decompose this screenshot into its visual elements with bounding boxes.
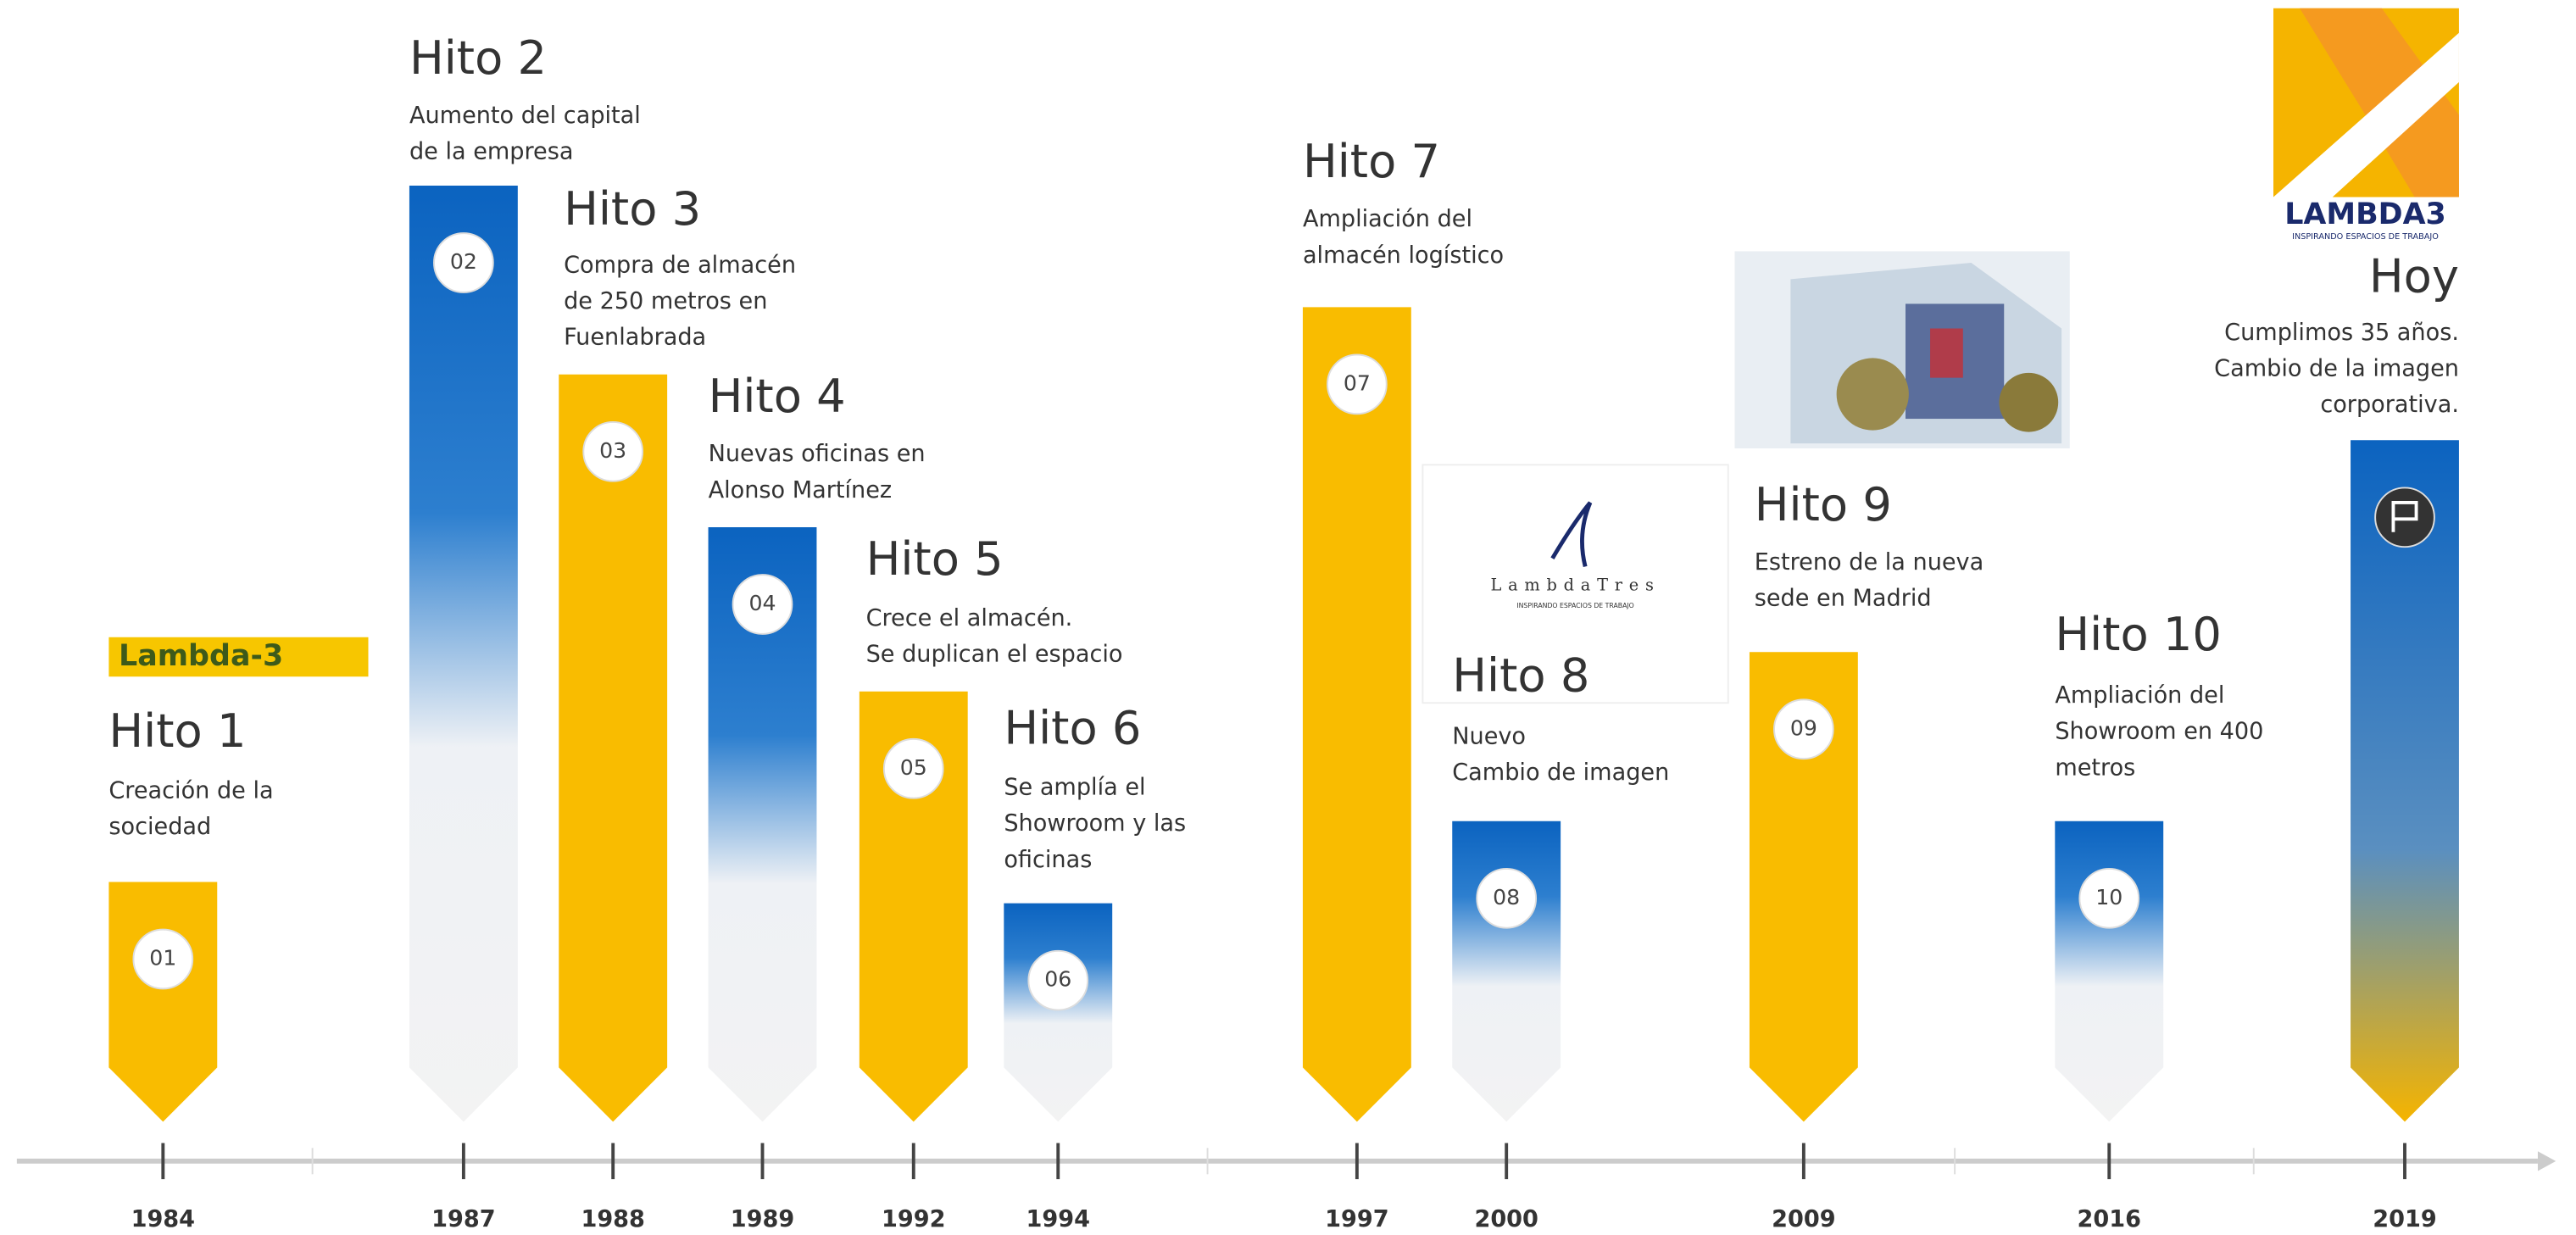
logo-text: Lambda-3 — [119, 639, 283, 673]
milestone-text: Ampliación del — [2055, 682, 2224, 709]
year-label: 2009 — [1772, 1206, 1835, 1232]
milestone-bar — [1303, 307, 1411, 1121]
milestone-title: Hoy — [2369, 250, 2459, 303]
milestone-bar — [559, 375, 667, 1122]
milestone-text: Cumplimos 35 años. — [2224, 320, 2459, 346]
logo-text: LambdaTres — [1490, 576, 1660, 595]
milestone-number: 01 — [149, 946, 176, 971]
milestone-text: Showroom y las — [1004, 810, 1186, 837]
milestone-text: oficinas — [1004, 847, 1092, 873]
milestone-title: Hito 5 — [866, 532, 1004, 586]
milestone-title: Hito 10 — [2055, 608, 2222, 661]
logo-text: LAMBDA3 — [2284, 197, 2446, 231]
year-label: 1997 — [1325, 1206, 1388, 1232]
milestone-number: 03 — [599, 438, 626, 463]
milestone-text: Estreno de la nueva — [1755, 549, 1983, 576]
milestone-text: de 250 metros en — [564, 288, 767, 314]
milestone-title: Hito 1 — [108, 704, 246, 758]
milestone-text: Ampliación del — [1303, 206, 1472, 232]
year-label: 2016 — [2078, 1206, 2141, 1232]
year-label: 2000 — [1474, 1206, 1538, 1232]
timeline: LambdaTres INSPIRANDO ESPACIOS DE TRABAJ… — [0, 0, 2576, 1235]
year-label: 2019 — [2373, 1206, 2436, 1232]
milestone-number: 09 — [1790, 715, 1817, 740]
milestone-text: Creación de la — [108, 777, 273, 804]
milestone-bar — [108, 882, 217, 1121]
year-label: 1989 — [731, 1206, 794, 1232]
milestone-title: Hito 7 — [1303, 135, 1440, 188]
milestone-number: 06 — [1044, 967, 1071, 992]
milestone-text: Crece el almacén. — [866, 605, 1073, 631]
milestone-number: 10 — [2095, 885, 2123, 910]
milestone-text: Fuenlabrada — [564, 325, 706, 351]
milestone-text: Nuevas oficinas en — [709, 441, 926, 467]
milestone-text: Aumento del capital — [409, 103, 641, 129]
milestone-text: corporativa. — [2320, 392, 2459, 418]
milestone-text: sede en Madrid — [1755, 586, 1932, 612]
milestone-number: 04 — [748, 591, 776, 615]
lambda3-logo: LAMBDA3 INSPIRANDO ESPACIOS DE TRABAJO — [2273, 8, 2459, 242]
milestone-bar — [1004, 904, 1112, 1122]
milestone-text: Se amplía el — [1004, 775, 1145, 801]
milestone-title: Hito 8 — [1452, 648, 1589, 702]
milestone-number: 05 — [900, 755, 927, 780]
milestone-title: Hito 9 — [1755, 478, 1892, 531]
milestone-title: Hito 6 — [1004, 701, 1141, 754]
year-label: 1988 — [581, 1206, 644, 1232]
old-logo: Lambda-3 — [108, 637, 368, 677]
year-label: 1987 — [431, 1206, 495, 1232]
year-label: 1984 — [131, 1206, 195, 1232]
year-label: 1992 — [882, 1206, 945, 1232]
axis-arrow — [2538, 1151, 2556, 1171]
milestone-text: de la empresa — [409, 139, 574, 165]
milestone-number: 02 — [450, 249, 477, 274]
milestone-text: Alonso Martínez — [709, 477, 893, 503]
milestone-text: sociedad — [108, 814, 211, 840]
milestone-bar — [1452, 821, 1561, 1122]
milestone-title: Hito 2 — [409, 31, 547, 85]
milestone-text: Cambio de la imagen — [2214, 355, 2459, 381]
logo-tagline: INSPIRANDO ESPACIOS DE TRABAJO — [1516, 602, 1633, 609]
milestone-text: Se duplican el espacio — [866, 642, 1123, 668]
milestone-text: almacén logístico — [1303, 242, 1504, 269]
milestone-title: Hito 3 — [564, 182, 701, 236]
milestone-text: metros — [2055, 754, 2135, 781]
milestone-text: Cambio de imagen — [1452, 759, 1669, 786]
year-label: 1994 — [1027, 1206, 1090, 1232]
milestone-title: Hito 4 — [709, 370, 846, 423]
milestone-text: Showroom en 400 — [2055, 719, 2263, 745]
milestone-number: 07 — [1344, 370, 1371, 395]
milestone-number: 08 — [1493, 885, 1520, 910]
milestone-bar — [2055, 821, 2163, 1122]
milestone-bar — [409, 186, 518, 1121]
logo-tagline: INSPIRANDO ESPACIOS DE TRABAJO — [2292, 232, 2439, 242]
milestone-text: Compra de almacén — [564, 252, 796, 278]
milestone-text: Nuevo — [1452, 723, 1526, 749]
building-photo — [1735, 251, 2070, 448]
